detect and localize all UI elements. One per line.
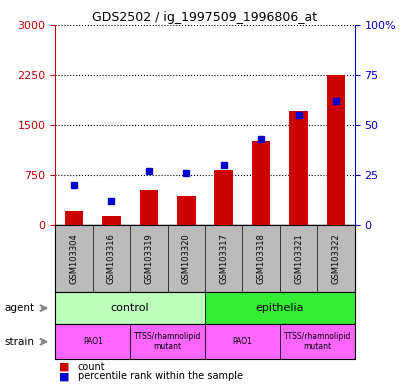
Text: GSM103304: GSM103304 bbox=[70, 233, 79, 284]
Bar bbox=[326, 75, 344, 225]
Bar bbox=[130, 324, 204, 359]
Text: GSM103316: GSM103316 bbox=[107, 233, 116, 284]
Title: GDS2502 / ig_1997509_1996806_at: GDS2502 / ig_1997509_1996806_at bbox=[92, 11, 317, 24]
Bar bbox=[214, 170, 232, 225]
Text: strain: strain bbox=[4, 337, 34, 347]
Text: TTSS/rhamnolipid
mutant: TTSS/rhamnolipid mutant bbox=[134, 332, 201, 351]
Text: PAO1: PAO1 bbox=[83, 337, 102, 346]
Text: GSM103320: GSM103320 bbox=[181, 233, 190, 284]
Bar bbox=[102, 216, 121, 225]
Text: GSM103321: GSM103321 bbox=[293, 233, 302, 284]
Bar bbox=[279, 324, 354, 359]
Bar bbox=[204, 292, 354, 324]
Text: count: count bbox=[78, 362, 105, 372]
Bar bbox=[55, 292, 204, 324]
Text: epithelia: epithelia bbox=[255, 303, 303, 313]
Text: control: control bbox=[110, 303, 149, 313]
Text: GSM103319: GSM103319 bbox=[144, 233, 153, 284]
Text: GSM103317: GSM103317 bbox=[219, 233, 228, 284]
Text: agent: agent bbox=[4, 303, 34, 313]
Bar bbox=[251, 141, 270, 225]
Bar bbox=[288, 111, 307, 225]
Text: TTSS/rhamnolipid
mutant: TTSS/rhamnolipid mutant bbox=[283, 332, 350, 351]
Text: GSM103318: GSM103318 bbox=[256, 233, 265, 284]
Text: GSM103322: GSM103322 bbox=[330, 233, 339, 284]
Bar bbox=[204, 324, 279, 359]
Text: percentile rank within the sample: percentile rank within the sample bbox=[78, 371, 242, 381]
Bar bbox=[65, 211, 83, 225]
Text: PAO1: PAO1 bbox=[232, 337, 252, 346]
Text: ■: ■ bbox=[59, 362, 70, 372]
Text: ■: ■ bbox=[59, 371, 70, 381]
Bar bbox=[55, 324, 130, 359]
Bar bbox=[177, 196, 195, 225]
Bar bbox=[139, 190, 158, 225]
